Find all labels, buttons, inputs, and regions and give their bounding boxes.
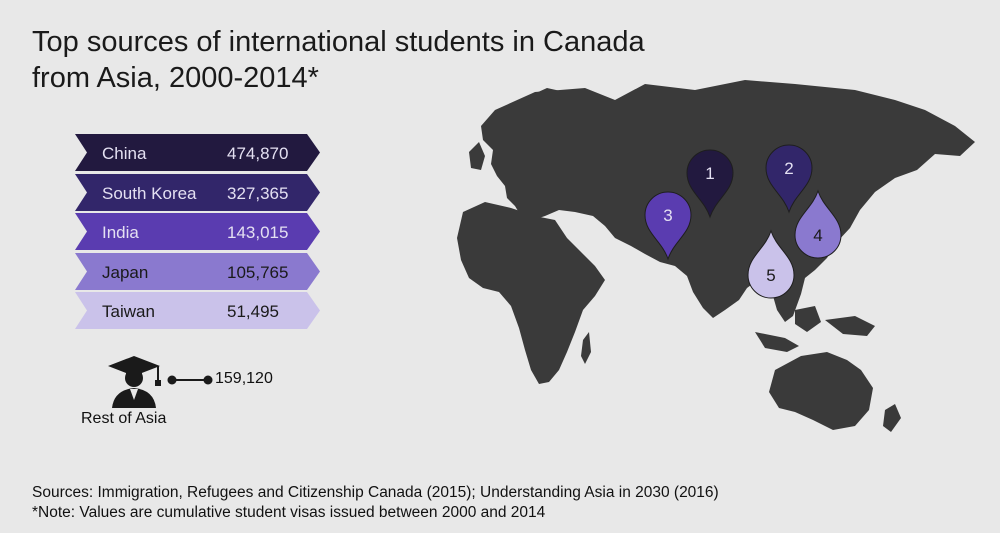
ranking-row: China 474,870	[75, 134, 325, 174]
map-marker-1	[686, 149, 734, 219]
connector-line	[167, 375, 213, 385]
ranking-row: India 143,015	[75, 213, 325, 253]
ranking-country: Japan	[102, 262, 149, 282]
title-line-2: from Asia, 2000-2014*	[32, 62, 319, 94]
map-marker-label: 3	[663, 206, 672, 225]
map-marker-2	[765, 144, 813, 214]
ranking-country: South Korea	[102, 183, 197, 203]
map-marker-label: 4	[813, 226, 822, 245]
ranking-list: China 474,870 South Korea 327,365 India 143,0…	[75, 134, 325, 334]
ranking-ribbon-shape	[75, 252, 320, 290]
ranking-row: Taiwan 51,495	[75, 292, 325, 332]
ranking-value: 327,365	[227, 183, 289, 203]
map-marker-label: 2	[784, 159, 793, 178]
sources-line-1: Sources: Immigration, Refugees and Citiz…	[32, 484, 719, 501]
ranking-ribbon-shape	[75, 213, 320, 250]
ranking-value: 474,870	[227, 144, 289, 163]
rest-of-asia: 159,120 Rest of Asia	[78, 348, 308, 438]
map-marker-label: 1	[705, 164, 714, 183]
rest-of-asia-value: 159,120	[215, 370, 273, 387]
map-marker-5	[747, 229, 795, 299]
title-line-1: Top sources of international students in…	[32, 26, 645, 58]
map-marker-4	[794, 189, 842, 259]
world-map: 1 2 3 4 5	[457, 80, 975, 432]
map-land	[457, 80, 975, 432]
ranking-row: Japan 105,765	[75, 252, 325, 293]
map-markers: 1 2 3 4 5	[644, 144, 842, 299]
ranking-value: 105,765	[227, 262, 289, 282]
ranking-country: Taiwan	[102, 302, 155, 321]
rest-of-asia-label: Rest of Asia	[81, 410, 167, 427]
map-marker-3	[644, 191, 692, 261]
graduate-student-icon	[108, 356, 161, 408]
ranking-ribbon-shape	[75, 292, 320, 329]
map-marker-label: 5	[766, 266, 775, 285]
sources-line-2: *Note: Values are cumulative student vis…	[32, 504, 546, 521]
ranking-country: India	[102, 223, 139, 242]
ranking-ribbon-shape	[75, 134, 320, 171]
ranking-row: South Korea 327,365	[75, 173, 325, 214]
sources-note: Sources: Immigration, Refugees and Citiz…	[32, 483, 719, 523]
ranking-country: China	[102, 144, 147, 163]
ranking-value: 143,015	[227, 223, 289, 242]
ranking-value: 51,495	[227, 302, 279, 321]
chart-title: Top sources of international students in…	[32, 24, 732, 96]
ranking-ribbon-shape	[75, 173, 320, 211]
